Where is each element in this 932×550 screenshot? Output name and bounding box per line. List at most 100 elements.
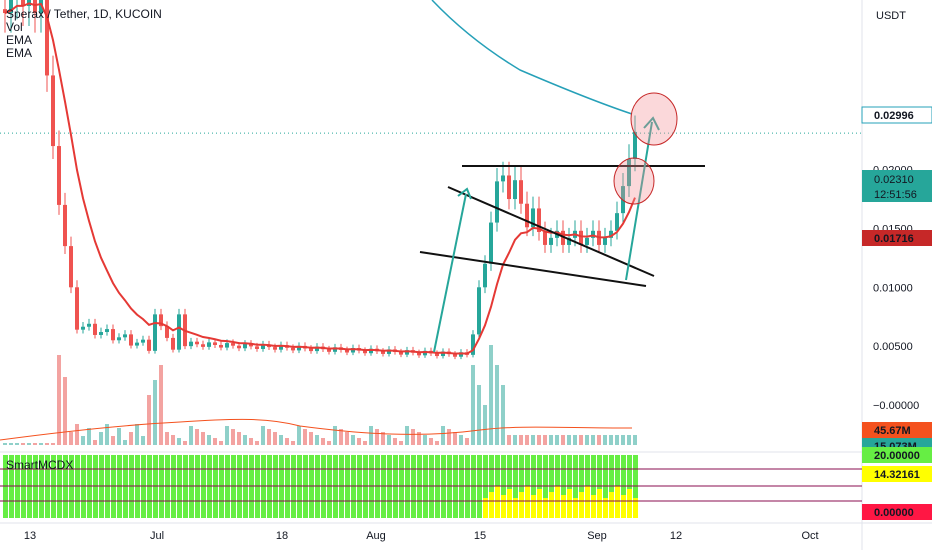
volume-bar [393, 438, 397, 445]
badge-vol-ma: 45.67M [874, 425, 911, 437]
x-tick-label: 18 [276, 530, 288, 542]
candle [483, 263, 487, 288]
badge-ema-fast-bg [862, 230, 932, 246]
x-tick-label: 13 [24, 530, 36, 542]
candle [33, 0, 37, 14]
indicator-label: SmartMCDX [6, 458, 74, 472]
volume-bar [39, 443, 43, 445]
candle [309, 348, 313, 352]
indicator-bar-yellow [531, 495, 536, 518]
arrow-1-line [433, 193, 467, 353]
volume-bar [165, 432, 169, 445]
indicator-bar-yellow [519, 492, 524, 518]
volume-bar [339, 429, 343, 445]
candle [615, 213, 619, 231]
badge-last-bg [862, 170, 932, 202]
candle [261, 344, 265, 349]
volume-bar [27, 443, 31, 445]
candle [567, 237, 571, 245]
candle [633, 131, 637, 160]
volume-bar [543, 435, 547, 445]
volume-bar [465, 438, 469, 445]
candle [279, 345, 283, 350]
volume-bar [3, 443, 7, 445]
candle [105, 329, 109, 333]
badge-last: 0.02310 [874, 174, 914, 186]
badge-ind-red-bg [862, 504, 932, 520]
candle [501, 175, 505, 182]
badge-ind-red: 0.00000 [874, 507, 914, 519]
candle [129, 334, 133, 346]
chart-title: Sperax / Tether, 1D, KUCOIN [6, 7, 162, 21]
volume-bar [411, 429, 415, 445]
candle [75, 287, 79, 330]
indicator-bar-yellow [489, 492, 494, 518]
candle [153, 314, 157, 351]
volume-bar [573, 435, 577, 445]
badge-vol-ma-bg [862, 422, 932, 438]
ema-fast-line [4, 2, 636, 355]
candle [243, 343, 247, 349]
volume-bar [423, 435, 427, 445]
volume-bar [579, 435, 583, 445]
candle [525, 203, 529, 228]
volume-bar [633, 435, 637, 445]
candle [519, 180, 523, 204]
volume-bar [231, 429, 235, 445]
candle [165, 326, 169, 338]
candle [39, 0, 43, 14]
volume-bar [279, 435, 283, 445]
indicator-bar-yellow [579, 492, 584, 518]
candle [405, 350, 409, 355]
volume-bar [201, 432, 205, 445]
volume-bar [9, 443, 13, 445]
volume-bar [105, 424, 109, 445]
volume-bar [399, 441, 403, 445]
volume-bar [381, 432, 385, 445]
volume-bar [273, 432, 277, 445]
volume-bar [369, 426, 373, 445]
volume-ma-line [0, 418, 633, 441]
candle [621, 186, 625, 214]
volume-bar [429, 438, 433, 445]
volume-bar [621, 435, 625, 445]
volume-bar [189, 426, 193, 445]
candle [69, 246, 73, 288]
x-tick-label: 15 [474, 530, 486, 542]
indicator-bar-yellow [513, 498, 518, 518]
indicator-bar-yellow [549, 492, 554, 518]
indicator-bar-yellow [543, 498, 548, 518]
candle [291, 347, 295, 351]
candle [345, 349, 349, 353]
candle [123, 334, 127, 338]
candle [231, 343, 235, 346]
volume-bar [417, 432, 421, 445]
indicator-bar-yellow [483, 498, 488, 518]
volume-bar [267, 429, 271, 445]
candle [489, 222, 493, 264]
x-tick-label: Aug [366, 530, 386, 542]
volume-bar [531, 435, 535, 445]
badge-ind-yellow: 14.32161 [874, 469, 920, 481]
currency-label: USDT [876, 10, 906, 22]
candle [387, 349, 391, 354]
volume-bar [21, 443, 25, 445]
volume-bar [51, 443, 55, 445]
volume-bar [81, 436, 85, 445]
candle [507, 175, 511, 200]
indicator-bar-yellow [627, 489, 632, 518]
candle [135, 342, 139, 346]
volume-bar [351, 435, 355, 445]
highlight-circle-1 [613, 157, 655, 205]
volume-bar [327, 441, 331, 445]
candle [9, 0, 13, 14]
candle [237, 345, 241, 349]
candle [363, 350, 367, 354]
candle [471, 334, 475, 355]
x-tick-label: Oct [801, 530, 818, 542]
volume-bars [3, 345, 637, 445]
indicator-bar-yellow [633, 498, 638, 518]
indicator-bar-yellow [597, 489, 602, 518]
candle [435, 353, 439, 357]
